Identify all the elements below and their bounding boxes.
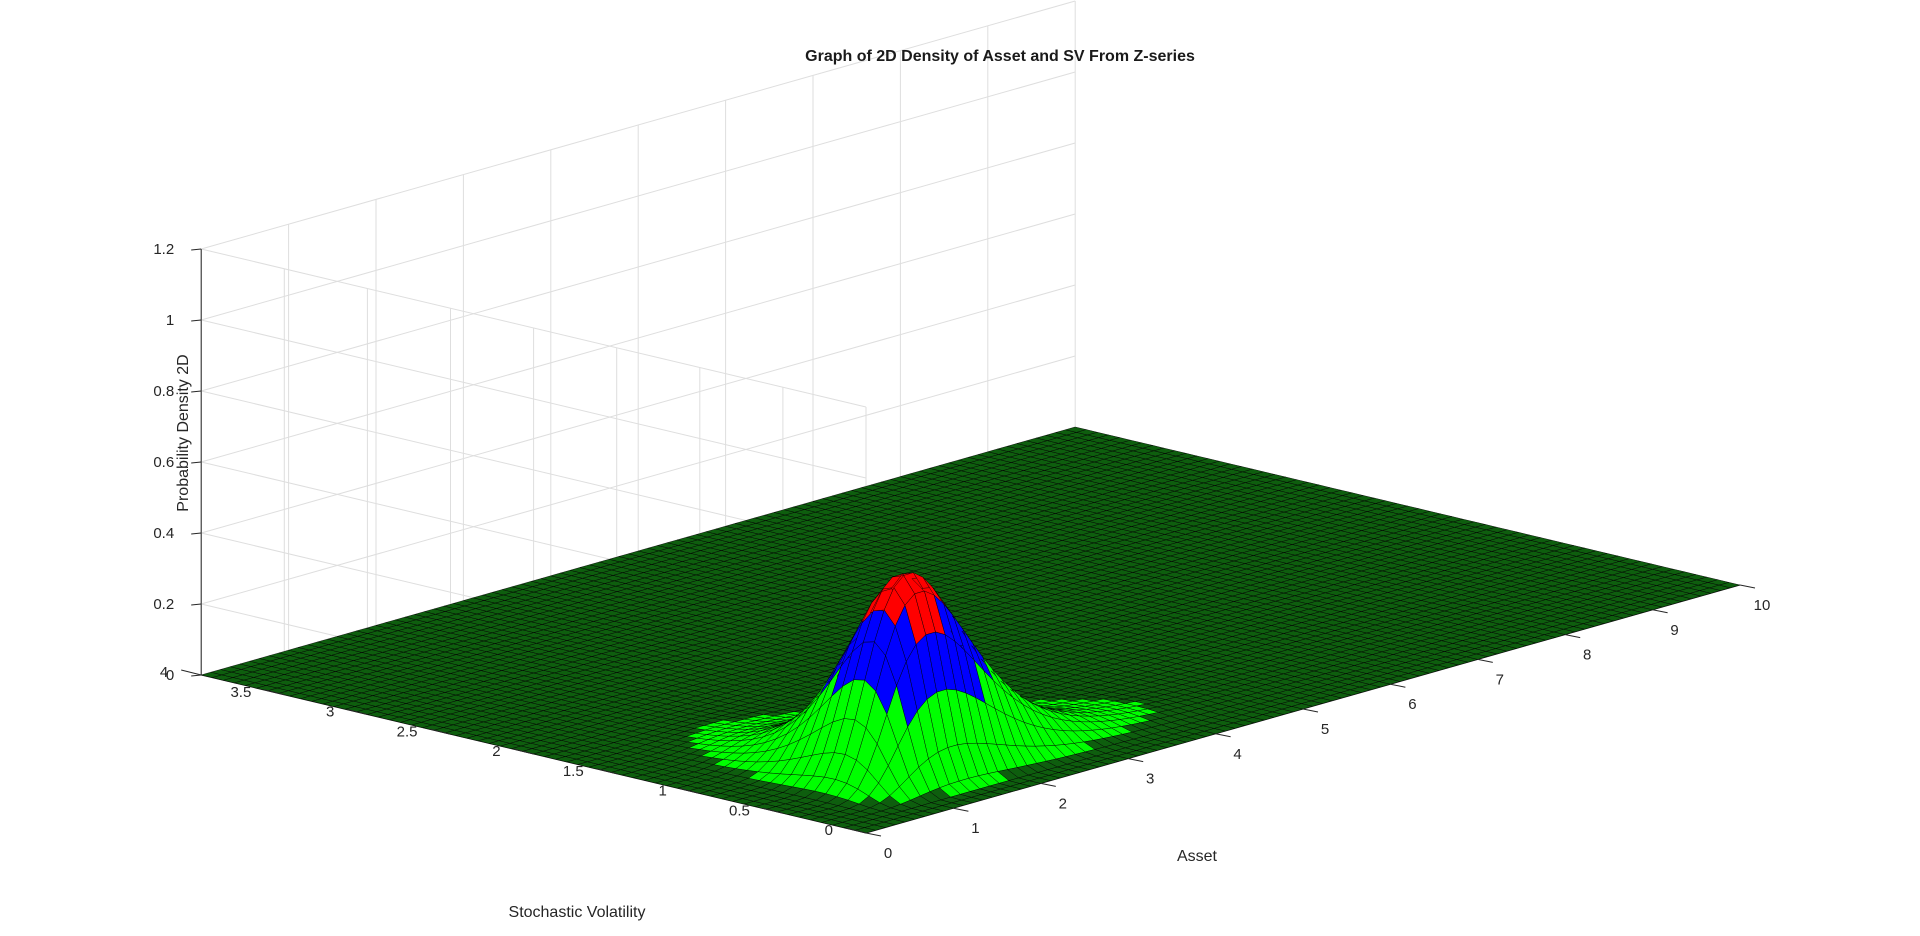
density-surface [200,426,1741,834]
